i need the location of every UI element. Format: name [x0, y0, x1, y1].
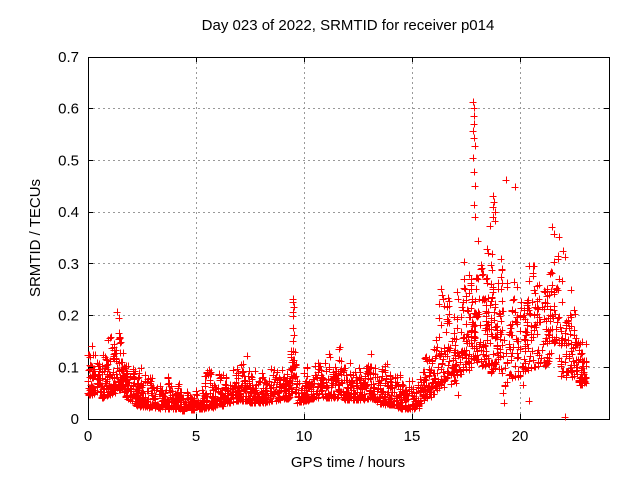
- y-tick-label: 0.2: [58, 308, 79, 325]
- y-tick-label: 0.5: [58, 152, 79, 169]
- y-axis-label: SRMTID / TECUs: [27, 179, 44, 297]
- x-tick-label: 20: [512, 428, 529, 445]
- y-tick-labels: 0 0.1 0.2 0.3 0.4 0.5 0.6 0.7: [58, 49, 79, 428]
- chart-title: Day 023 of 2022, SRMTID for receiver p01…: [202, 17, 495, 34]
- y-tick-label: 0.4: [58, 204, 79, 221]
- y-tick-label: 0.3: [58, 256, 79, 273]
- gridlines: [88, 57, 609, 419]
- x-tick-label: 0: [84, 428, 92, 445]
- y-tick-label: 0: [71, 411, 79, 428]
- x-tick-labels: 0 5 10 15 20: [84, 428, 529, 445]
- axis-ticks: [88, 57, 609, 420]
- x-tick-label: 15: [404, 428, 421, 445]
- data-points: [84, 98, 590, 421]
- y-tick-label: 0.1: [58, 359, 79, 376]
- y-tick-label: 0.7: [58, 49, 79, 66]
- x-tick-label: 5: [192, 428, 200, 445]
- x-tick-label: 10: [296, 428, 313, 445]
- x-axis-label: GPS time / hours: [291, 454, 405, 471]
- plot-border: [88, 57, 610, 420]
- y-tick-label: 0.6: [58, 101, 79, 118]
